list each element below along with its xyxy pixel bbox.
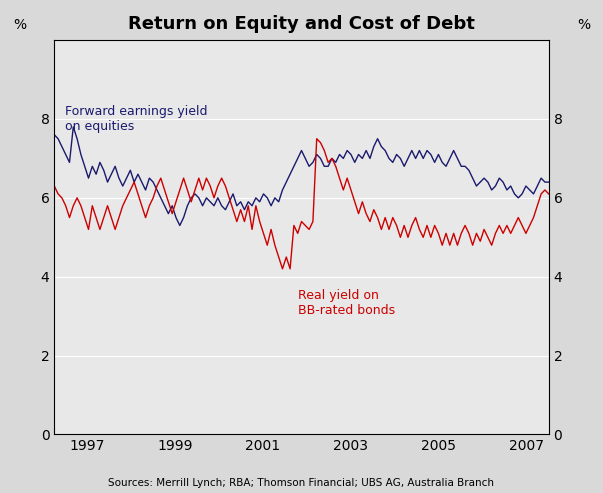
Text: %: %	[13, 18, 26, 32]
Text: Sources: Merrill Lynch; RBA; Thomson Financial; UBS AG, Australia Branch: Sources: Merrill Lynch; RBA; Thomson Fin…	[109, 478, 494, 488]
Title: Return on Equity and Cost of Debt: Return on Equity and Cost of Debt	[128, 15, 475, 33]
Text: Real yield on
BB-rated bonds: Real yield on BB-rated bonds	[298, 288, 396, 317]
Text: Forward earnings yield
on equities: Forward earnings yield on equities	[65, 105, 208, 133]
Text: %: %	[577, 18, 590, 32]
